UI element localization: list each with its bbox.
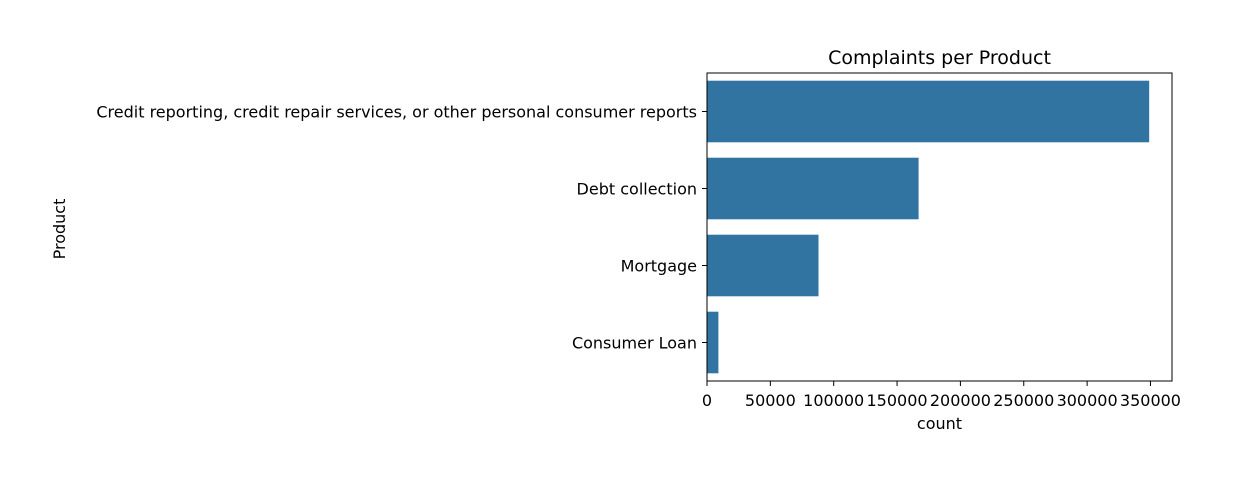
plot-area-frame [706, 72, 1173, 382]
bar-4 [707, 311, 719, 374]
bar-1 [707, 80, 1150, 143]
x-tick-label: 250000 [993, 391, 1054, 410]
x-axis-ticks: 0 50000 100000 150000 200000 250000 300000 3500… [702, 381, 1181, 410]
x-tick-label: 300000 [1057, 391, 1118, 410]
x-tick-label: 200000 [930, 391, 991, 410]
y-tick-label: Mortgage [621, 257, 697, 276]
bars-layer [707, 80, 1150, 374]
y-tick-label: Credit reporting, credit repair services… [96, 103, 697, 122]
y-tick-label: Debt collection [577, 180, 697, 199]
bar-2 [707, 157, 919, 220]
bar-3 [707, 234, 819, 297]
y-axis-ticks: Credit reporting, credit repair services… [96, 103, 707, 353]
x-tick-label: 100000 [803, 391, 864, 410]
chart-title: Complaints per Product [828, 47, 1051, 69]
x-tick-label: 350000 [1120, 391, 1181, 410]
y-axis-label: Product [50, 199, 69, 260]
x-tick-label: 50000 [745, 391, 796, 410]
x-tick-label: 150000 [867, 391, 928, 410]
x-tick-label: 0 [702, 391, 712, 410]
y-tick-label: Consumer Loan [572, 334, 697, 353]
x-axis-label: count [917, 414, 962, 433]
